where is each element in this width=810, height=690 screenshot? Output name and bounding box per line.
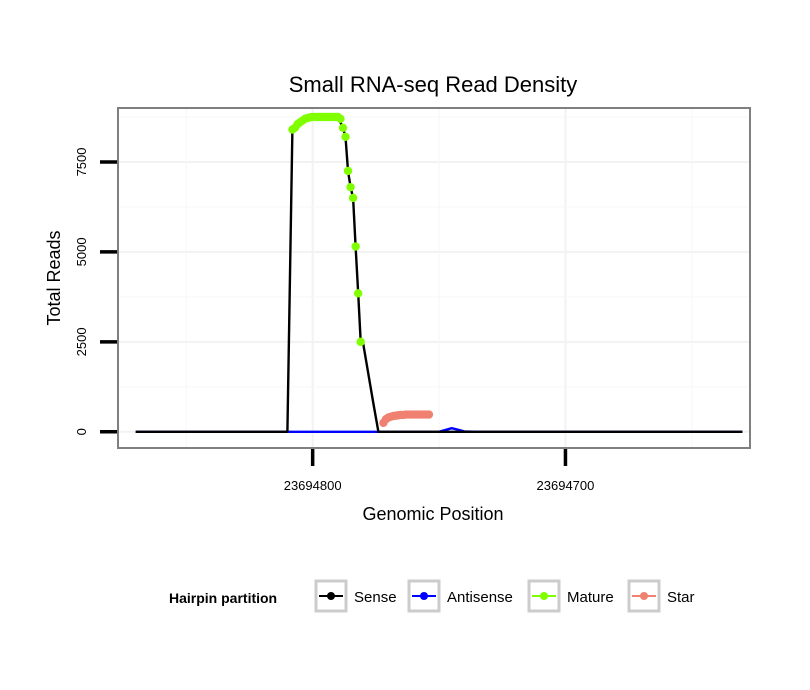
- x-tick-label: 23694700: [537, 478, 595, 493]
- y-tick-label: 2500: [74, 327, 89, 356]
- data-point-mature: [346, 182, 355, 192]
- x-axis-label: Genomic Position: [362, 504, 503, 524]
- x-axis: 23694800 23694700: [284, 449, 595, 493]
- legend-item-sense: Sense: [314, 579, 397, 613]
- legend-item-antisense: Antisense: [407, 579, 513, 613]
- legend-key-point: [420, 592, 428, 600]
- legend-label: Mature: [567, 589, 614, 606]
- legend-label: Antisense: [447, 589, 513, 606]
- series-layer: [135, 112, 743, 433]
- legend-label: Sense: [354, 589, 397, 606]
- data-point-mature: [348, 193, 358, 203]
- data-point-star: [424, 410, 434, 419]
- data-point-mature: [343, 166, 353, 176]
- data-point-mature: [336, 114, 345, 123]
- y-axis: 0 2500 5000 7500: [74, 148, 117, 435]
- data-point-mature: [341, 132, 350, 141]
- x-tick-label: 23694800: [284, 478, 342, 493]
- data-point-mature: [356, 337, 365, 347]
- legend-title: Hairpin partition: [169, 590, 277, 606]
- legend-key-point: [327, 592, 335, 600]
- chart-title: Small RNA-seq Read Density: [289, 72, 578, 97]
- legend-label: Star: [667, 589, 695, 606]
- data-point-mature: [338, 123, 348, 132]
- legend-key-point: [640, 592, 648, 600]
- y-tick-label: 5000: [74, 237, 89, 266]
- y-tick-label: 0: [74, 428, 89, 435]
- legend: Hairpin partition Sense Antisense Mature St…: [169, 579, 695, 613]
- data-point-mature: [351, 242, 360, 251]
- y-axis-label: Total Reads: [44, 230, 64, 325]
- legend-key-point: [540, 592, 548, 600]
- legend-entries: Sense Antisense Mature Star: [314, 579, 695, 613]
- plot-panel: [117, 107, 751, 449]
- legend-item-mature: Mature: [527, 579, 614, 613]
- y-tick-label: 7500: [74, 148, 89, 177]
- data-point-mature: [353, 289, 363, 298]
- legend-item-star: Star: [627, 579, 695, 613]
